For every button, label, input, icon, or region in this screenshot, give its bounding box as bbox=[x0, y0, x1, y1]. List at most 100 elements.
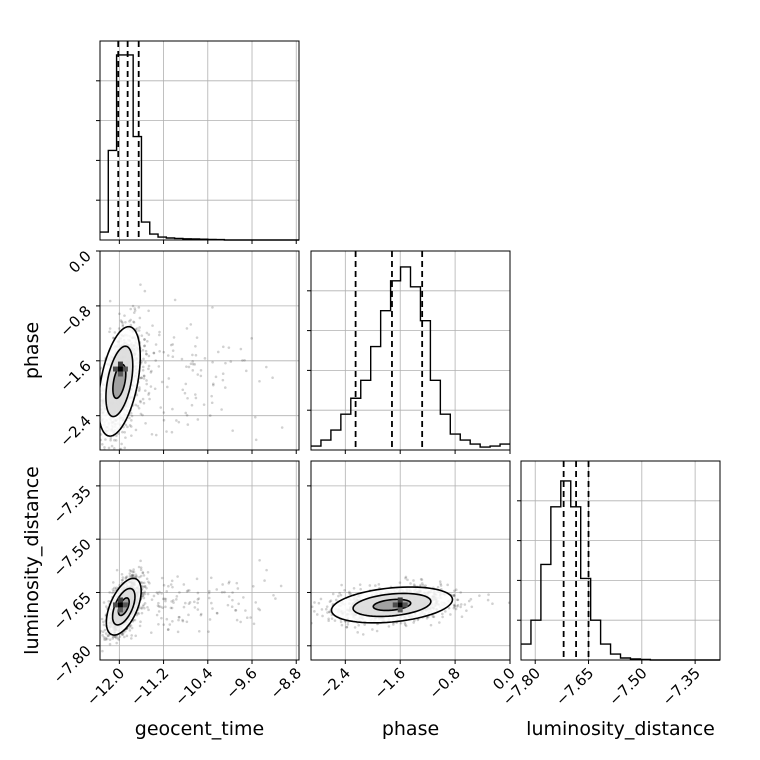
sample-point bbox=[102, 636, 106, 639]
sample-point bbox=[143, 389, 147, 392]
sample-point bbox=[328, 610, 331, 613]
x-tick-label: −7.65 bbox=[552, 664, 597, 709]
sample-point bbox=[161, 606, 164, 610]
sample-point bbox=[432, 615, 436, 619]
sample-point bbox=[100, 617, 104, 621]
sample-point bbox=[254, 438, 258, 442]
sample-point bbox=[333, 619, 337, 622]
sample-point bbox=[121, 321, 124, 324]
sample-point bbox=[452, 606, 456, 610]
sample-point bbox=[150, 598, 154, 601]
sample-point bbox=[197, 629, 201, 633]
y-axis-label-phase: phase bbox=[21, 322, 43, 379]
sample-point bbox=[221, 583, 224, 586]
sample-point bbox=[235, 581, 239, 585]
sample-point bbox=[102, 620, 105, 624]
sample-point bbox=[128, 569, 132, 572]
sample-point bbox=[143, 584, 147, 588]
sample-point bbox=[404, 576, 407, 580]
density-cell bbox=[122, 602, 128, 608]
sample-point bbox=[241, 359, 244, 362]
sample-point bbox=[125, 575, 129, 578]
density-layer bbox=[311, 575, 510, 636]
sample-point bbox=[224, 361, 227, 365]
sample-point bbox=[193, 363, 197, 366]
sample-point bbox=[141, 584, 144, 588]
sample-point bbox=[420, 578, 424, 581]
sample-point bbox=[470, 605, 474, 609]
density-cell bbox=[112, 366, 118, 372]
sample-point bbox=[187, 602, 191, 606]
sample-point bbox=[126, 425, 129, 429]
sample-point bbox=[183, 391, 187, 395]
sample-point bbox=[196, 591, 200, 595]
sample-point bbox=[230, 605, 234, 609]
sample-point bbox=[111, 588, 115, 591]
sample-point bbox=[131, 573, 134, 577]
sample-point bbox=[138, 575, 141, 579]
sample-point bbox=[145, 331, 149, 335]
sample-point bbox=[133, 307, 137, 310]
sample-point bbox=[97, 428, 100, 431]
sample-point bbox=[113, 438, 116, 442]
sample-point bbox=[202, 403, 206, 406]
sample-point bbox=[129, 624, 133, 627]
sample-point bbox=[162, 418, 166, 422]
sample-point bbox=[124, 576, 128, 579]
sample-point bbox=[338, 591, 341, 595]
sample-point bbox=[142, 374, 146, 378]
sample-point bbox=[406, 578, 409, 582]
sample-point bbox=[142, 401, 146, 405]
sample-point bbox=[220, 408, 223, 411]
sample-point bbox=[140, 581, 144, 585]
sample-point bbox=[137, 612, 141, 615]
sample-point bbox=[132, 568, 135, 571]
sample-point bbox=[191, 369, 195, 372]
sample-point bbox=[139, 566, 143, 569]
sample-point bbox=[142, 377, 146, 380]
sample-point bbox=[132, 570, 136, 574]
sample-point bbox=[258, 379, 261, 383]
sample-point bbox=[152, 351, 156, 355]
sample-point bbox=[226, 603, 230, 607]
sample-point bbox=[160, 592, 163, 595]
sample-point bbox=[103, 446, 106, 449]
sample-point bbox=[114, 439, 118, 442]
sample-point bbox=[253, 415, 257, 419]
sample-point bbox=[392, 623, 395, 626]
sample-point bbox=[263, 579, 266, 582]
sample-point bbox=[157, 601, 160, 605]
sample-point bbox=[130, 574, 134, 577]
sample-point bbox=[363, 623, 366, 626]
y-tick-label: −1.6 bbox=[56, 357, 94, 395]
sample-point bbox=[160, 616, 163, 620]
sample-point bbox=[453, 605, 456, 608]
sample-point bbox=[157, 605, 161, 608]
sample-point bbox=[132, 574, 136, 577]
sample-point bbox=[96, 433, 99, 436]
sample-point bbox=[439, 582, 442, 586]
sample-point bbox=[271, 376, 274, 379]
sample-point bbox=[184, 382, 188, 386]
sample-point bbox=[95, 400, 98, 403]
sample-point bbox=[190, 403, 194, 407]
sample-point bbox=[100, 366, 103, 370]
panel-frame bbox=[310, 250, 511, 451]
sample-point bbox=[168, 623, 172, 626]
sample-point bbox=[208, 618, 212, 621]
sample-point bbox=[235, 618, 239, 622]
sample-point bbox=[94, 399, 97, 402]
sample-point bbox=[444, 610, 447, 613]
sample-point bbox=[141, 594, 145, 597]
panel-frame bbox=[99, 250, 300, 451]
sample-point bbox=[142, 374, 146, 378]
sample-point bbox=[487, 593, 490, 596]
sample-point bbox=[166, 628, 170, 632]
density-cell bbox=[402, 602, 408, 608]
sample-point bbox=[412, 621, 415, 624]
sample-point bbox=[129, 411, 133, 415]
sample-point bbox=[104, 438, 107, 441]
sample-point bbox=[134, 403, 138, 407]
sample-point bbox=[327, 619, 330, 623]
sample-point bbox=[316, 613, 319, 616]
